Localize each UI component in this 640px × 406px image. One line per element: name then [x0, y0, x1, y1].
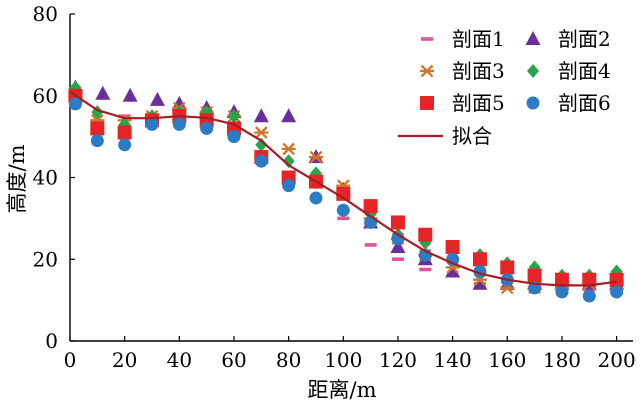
series-4-point — [282, 154, 295, 169]
x-tick-label: 120 — [379, 348, 417, 372]
legend-marker-3 — [420, 64, 434, 78]
legend-marker-6 — [526, 96, 540, 110]
x-tick-label: 60 — [221, 348, 246, 372]
series-2-point — [95, 85, 111, 100]
legend-marker-2 — [525, 31, 541, 45]
series-5-point — [500, 260, 515, 275]
x-tick-label: 0 — [64, 348, 77, 372]
series-6-point — [68, 97, 82, 111]
series-6-point — [227, 130, 241, 144]
legend-item-2: 剖面2 — [525, 27, 611, 51]
series-5-point — [390, 215, 405, 230]
legend-label-5: 剖面5 — [452, 91, 505, 115]
series-3-point — [281, 142, 296, 156]
legend-item-1: 剖面1 — [421, 27, 505, 51]
series-5-point — [336, 186, 351, 201]
fit-layer — [69, 90, 617, 287]
series-6-point — [172, 117, 186, 131]
series-6-point — [282, 179, 296, 193]
legend-label-6: 剖面6 — [558, 91, 611, 115]
series-1-point — [118, 114, 131, 118]
series-5-point — [445, 239, 460, 254]
series-1-point — [337, 216, 350, 221]
series-4-point — [227, 109, 240, 124]
series-3-point — [254, 126, 269, 139]
legend-marker-1 — [421, 37, 433, 41]
x-tick-label: 80 — [276, 348, 301, 372]
x-tick-label: 200 — [598, 348, 636, 372]
marker-layer — [67, 79, 625, 303]
series-5-point — [582, 272, 597, 287]
series-3-point — [308, 150, 323, 164]
legend-item-4: 剖面4 — [527, 59, 611, 83]
legend-item-5: 剖面5 — [420, 91, 505, 115]
series-6-point — [309, 191, 323, 205]
series-2-point — [472, 275, 488, 290]
axis-ticks: 0 20 40 60 80 100 120 140 160 180 200 0 20 40 60 80 — [33, 2, 636, 372]
series-6-point — [555, 285, 569, 299]
series-2-point — [122, 87, 138, 102]
series-6-point — [582, 289, 596, 303]
x-tick-label: 40 — [167, 348, 192, 372]
legend: 剖面1 剖面2 剖面3 剖面4 剖面5 剖面6 拟合 — [398, 27, 611, 148]
series-6-point — [254, 154, 268, 168]
y-tick-label: 60 — [33, 84, 58, 108]
series-6-point — [90, 134, 104, 148]
series-2-point — [253, 108, 269, 123]
y-tick-label: 0 — [45, 329, 58, 353]
series-6-point — [145, 117, 159, 131]
series-6-point — [118, 138, 132, 152]
y-tick-label: 40 — [33, 166, 58, 190]
y-axis-title: 高度/m — [5, 144, 29, 213]
series-5-point — [527, 268, 542, 283]
series-2-point — [390, 238, 406, 253]
series-5-point — [117, 125, 132, 140]
series-5-point — [418, 227, 433, 242]
series-6-point — [364, 215, 378, 229]
series-1-point — [419, 267, 432, 272]
legend-label-fit: 拟合 — [452, 124, 492, 148]
series-5-point — [554, 272, 569, 287]
legend-item-3: 剖面3 — [420, 59, 505, 83]
legend-label-3: 剖面3 — [452, 59, 505, 83]
x-tick-label: 100 — [324, 348, 362, 372]
series-5-point — [472, 252, 487, 267]
series-1-point — [364, 243, 377, 247]
legend-label-2: 剖面2 — [558, 27, 611, 51]
legend-item-6: 剖面6 — [526, 91, 611, 115]
series-2-point — [281, 108, 297, 123]
series-5-point — [609, 272, 624, 287]
fit-line — [69, 90, 617, 287]
series-1-point — [391, 257, 404, 262]
series-4-point — [255, 137, 268, 152]
series-2-point — [445, 263, 461, 278]
legend-label-1: 剖面1 — [452, 27, 505, 51]
series-6-point — [336, 203, 350, 217]
x-tick-label: 180 — [543, 348, 581, 372]
series-6-point — [610, 285, 624, 299]
x-tick-label: 140 — [434, 348, 472, 372]
y-tick-label: 20 — [33, 247, 58, 271]
x-axis-title: 距离/m — [308, 378, 377, 402]
legend-marker-5 — [420, 96, 434, 110]
series-6-point — [200, 121, 214, 135]
legend-item-fit: 拟合 — [398, 124, 492, 148]
series-5-point — [90, 121, 105, 136]
x-tick-label: 160 — [488, 348, 526, 372]
x-tick-label: 20 — [112, 348, 137, 372]
legend-marker-4 — [527, 64, 539, 78]
series-2-point — [171, 95, 187, 110]
y-tick-label: 80 — [33, 2, 58, 26]
series-5-point — [363, 199, 378, 214]
series-2-point — [149, 91, 165, 106]
legend-label-4: 剖面4 — [558, 59, 611, 83]
